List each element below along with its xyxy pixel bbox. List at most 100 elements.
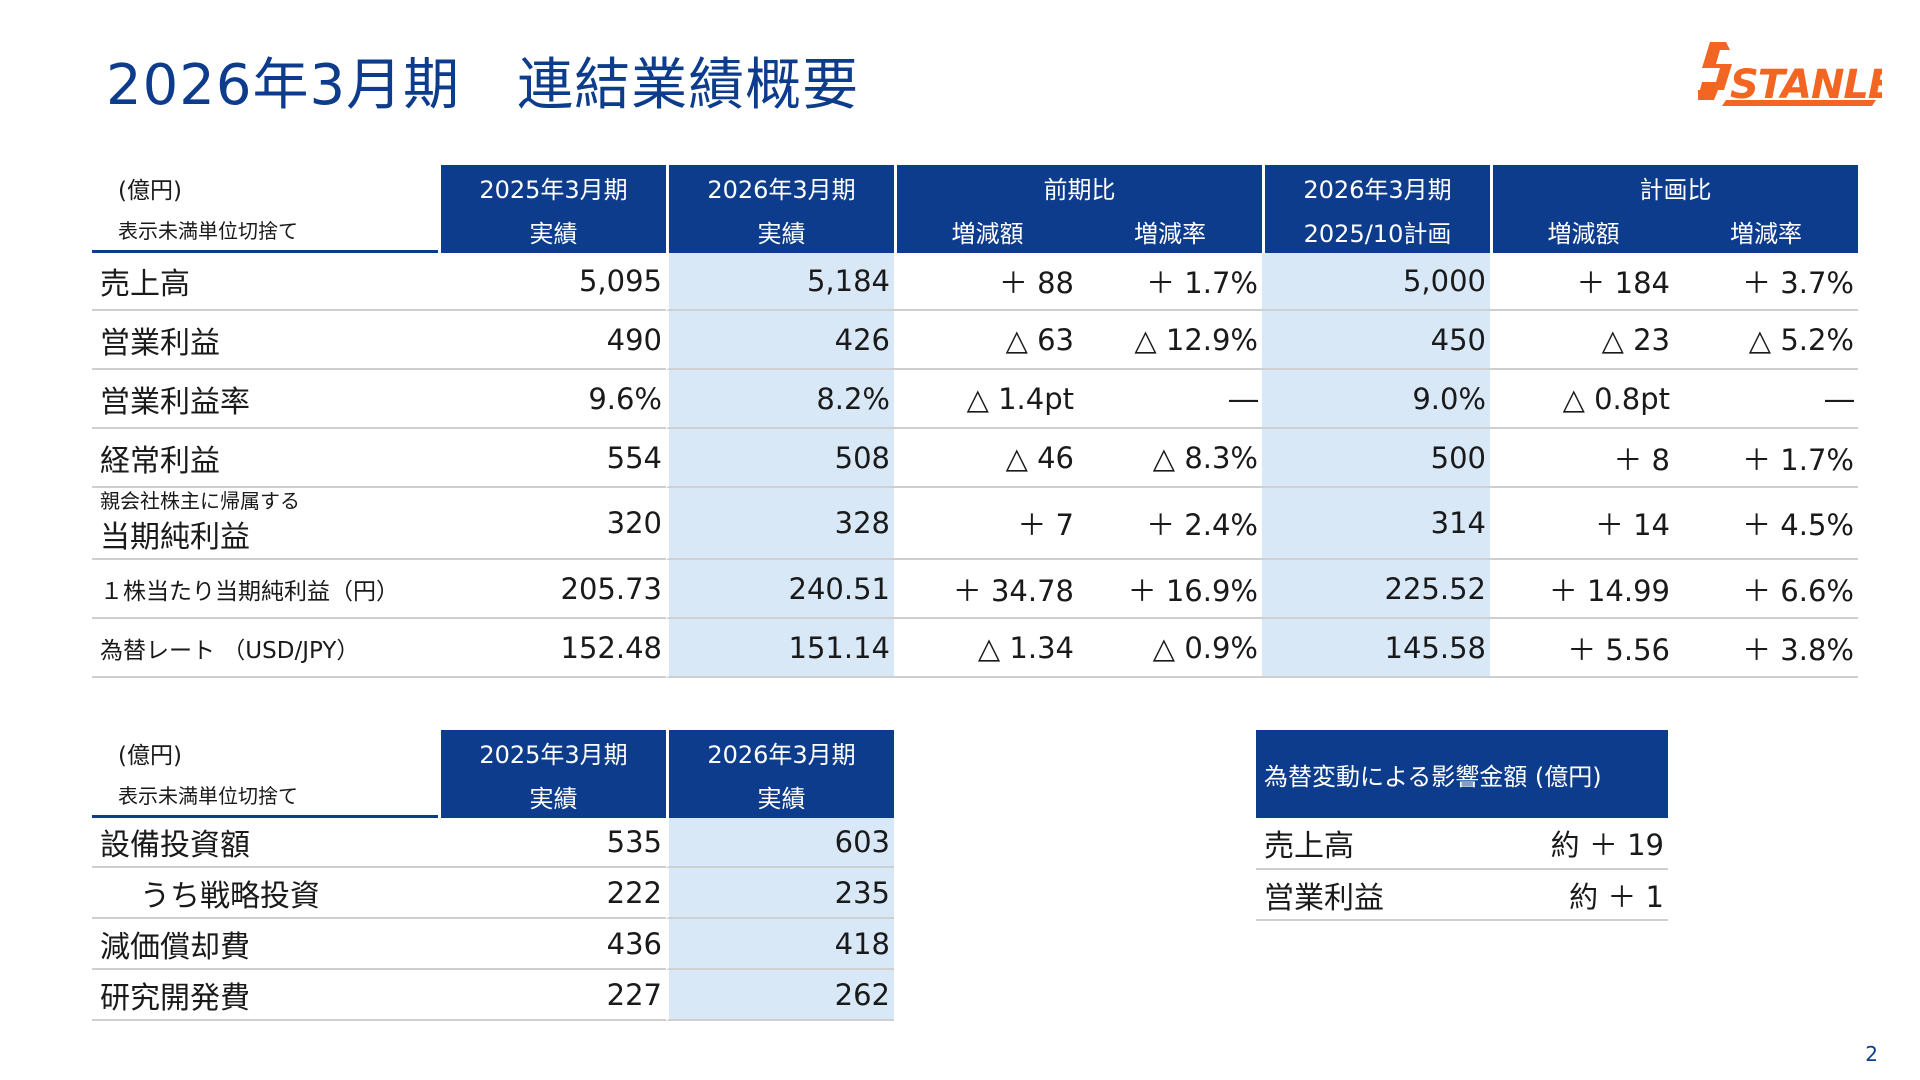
cell-plan-amount: ＋ 5.56	[1490, 619, 1674, 678]
cell-prev: 490	[438, 311, 666, 370]
table-row: 営業利益 490 426 △ 63 △ 12.9% 450 △ 23 △ 5.2…	[92, 311, 1858, 370]
cell-yoy-amount: ＋ 7	[894, 488, 1078, 560]
page-title: 2026年3月期 連結業績概要	[106, 53, 860, 118]
row-label: 為替レート （USD/JPY）	[92, 619, 438, 678]
cell-curr: 418	[666, 919, 894, 970]
cell-plan-amount: ＋ 8	[1490, 429, 1674, 488]
capex-unit-label: (億円)	[118, 743, 182, 769]
cell-curr: 603	[666, 818, 894, 868]
table-row: 売上高 約 ＋ 19	[1256, 818, 1669, 870]
capex-header-curr-period: 2026年3月期	[666, 730, 894, 774]
fx-row-label: 売上高	[1256, 818, 1462, 870]
table-row: １株当たり当期純利益（円） 205.73 240.51 ＋ 34.78 ＋ 16…	[92, 560, 1858, 619]
header-yoy-amount: 増減額	[894, 209, 1078, 253]
page-number: 2	[1865, 1042, 1878, 1066]
cell-yoy-rate: ＋ 2.4%	[1078, 488, 1262, 560]
header-plan-rate: 増減率	[1674, 209, 1858, 253]
fx-header: 為替変動による影響金額 (億円)	[1256, 730, 1669, 818]
cell-plan-rate: ―	[1674, 370, 1858, 429]
unit-note: 表示未満単位切捨て	[118, 219, 298, 243]
header-curr-period: 2026年3月期	[666, 165, 894, 209]
header-yoy: 前期比	[894, 165, 1262, 209]
cell-prev: 222	[438, 868, 666, 919]
cell-plan-amount: ＋ 14.99	[1490, 560, 1674, 619]
header-prev-sub: 実績	[438, 209, 666, 253]
cell-yoy-rate: ＋ 1.7%	[1078, 253, 1262, 311]
cell-plan: 9.0%	[1262, 370, 1490, 429]
cell-prev: 320	[438, 488, 666, 560]
capex-unit-note: 表示未満単位切捨て	[118, 784, 298, 808]
cell-plan: 145.58	[1262, 619, 1490, 678]
table-row: 経常利益 554 508 △ 46 △ 8.3% 500 ＋ 8 ＋ 1.7%	[92, 429, 1858, 488]
cell-plan: 500	[1262, 429, 1490, 488]
cell-yoy-rate: △ 0.9%	[1078, 619, 1262, 678]
row-label: 営業利益	[92, 311, 438, 370]
stanley-logo: STANLEY	[1696, 38, 1920, 112]
table-row: 売上高 5,095 5,184 ＋ 88 ＋ 1.7% 5,000 ＋ 184 …	[92, 253, 1858, 311]
cell-yoy-rate: ―	[1078, 370, 1262, 429]
cell-prev: 436	[438, 919, 666, 970]
unit-label: (億円)	[118, 178, 182, 204]
cell-curr: 508	[666, 429, 894, 488]
cell-plan-amount: ＋ 14	[1490, 488, 1674, 560]
row-caption: 親会社株主に帰属する	[100, 489, 300, 513]
cell-prev: 152.48	[438, 619, 666, 678]
table-row: 設備投資額 535 603	[92, 818, 894, 868]
header-plan-period: 2026年3月期	[1262, 165, 1490, 209]
cell-plan: 5,000	[1262, 253, 1490, 311]
capex-header-prev-sub: 実績	[438, 774, 666, 818]
cell-yoy-amount: ＋ 88	[894, 253, 1078, 311]
cell-curr: 328	[666, 488, 894, 560]
fx-row-value: 約 ＋ 1	[1462, 870, 1669, 921]
capex-header-curr-sub: 実績	[666, 774, 894, 818]
header-plan-sub: 2025/10計画	[1262, 209, 1490, 253]
stanley-logo-icon: STANLEY	[1698, 42, 1920, 108]
fx-row-value: 約 ＋ 19	[1462, 818, 1669, 870]
fx-impact-table: 為替変動による影響金額 (億円) 売上高 約 ＋ 19 営業利益 約 ＋ 1	[1256, 730, 1669, 921]
table-row: 為替レート （USD/JPY） 152.48 151.14 △ 1.34 △ 0…	[92, 619, 1858, 678]
header-curr-sub: 実績	[666, 209, 894, 253]
row-label: 減価償却費	[92, 919, 438, 970]
row-label: 経常利益	[92, 429, 438, 488]
capex-table: (億円) 表示未満単位切捨て 2025年3月期 2026年3月期 実績 実績 設…	[92, 730, 894, 1021]
row-label: 売上高	[92, 253, 438, 311]
cell-plan-rate: ＋ 4.5%	[1674, 488, 1858, 560]
cell-curr: 426	[666, 311, 894, 370]
cell-plan-amount: △ 23	[1490, 311, 1674, 370]
cell-curr: 262	[666, 970, 894, 1021]
row-label: うち戦略投資	[92, 868, 438, 919]
cell-yoy-rate: △ 8.3%	[1078, 429, 1262, 488]
table-row: 親会社株主に帰属する 当期純利益 320 328 ＋ 7 ＋ 2.4% 314 …	[92, 488, 1858, 560]
cell-prev: 9.6%	[438, 370, 666, 429]
cell-plan-amount: △ 0.8pt	[1490, 370, 1674, 429]
cell-plan-amount: ＋ 184	[1490, 253, 1674, 311]
cell-curr: 5,184	[666, 253, 894, 311]
cell-yoy-amount: △ 1.34	[894, 619, 1078, 678]
cell-prev: 535	[438, 818, 666, 868]
cell-plan-rate: ＋ 6.6%	[1674, 560, 1858, 619]
cell-plan: 450	[1262, 311, 1490, 370]
cell-yoy-rate: ＋ 16.9%	[1078, 560, 1262, 619]
cell-prev: 227	[438, 970, 666, 1021]
table-row: 営業利益 約 ＋ 1	[1256, 870, 1669, 921]
cell-prev: 554	[438, 429, 666, 488]
cell-plan-rate: △ 5.2%	[1674, 311, 1858, 370]
row-label: １株当たり当期純利益（円）	[92, 560, 438, 619]
header-plan-amount: 増減額	[1490, 209, 1674, 253]
unit-corner: (億円) 表示未満単位切捨て	[92, 165, 438, 253]
cell-yoy-rate: △ 12.9%	[1078, 311, 1262, 370]
capex-unit-corner: (億円) 表示未満単位切捨て	[92, 730, 438, 818]
cell-yoy-amount: △ 63	[894, 311, 1078, 370]
cell-plan-rate: ＋ 3.7%	[1674, 253, 1858, 311]
fx-row-label: 営業利益	[1256, 870, 1462, 921]
table-row: うち戦略投資 222 235	[92, 868, 894, 919]
cell-plan-rate: ＋ 3.8%	[1674, 619, 1858, 678]
capex-header-prev-period: 2025年3月期	[438, 730, 666, 774]
cell-yoy-amount: △ 1.4pt	[894, 370, 1078, 429]
cell-yoy-amount: △ 46	[894, 429, 1078, 488]
row-label: 設備投資額	[92, 818, 438, 868]
row-label: 営業利益率	[92, 370, 438, 429]
cell-plan: 314	[1262, 488, 1490, 560]
row-label: 当期純利益	[100, 520, 250, 555]
cell-prev: 205.73	[438, 560, 666, 619]
